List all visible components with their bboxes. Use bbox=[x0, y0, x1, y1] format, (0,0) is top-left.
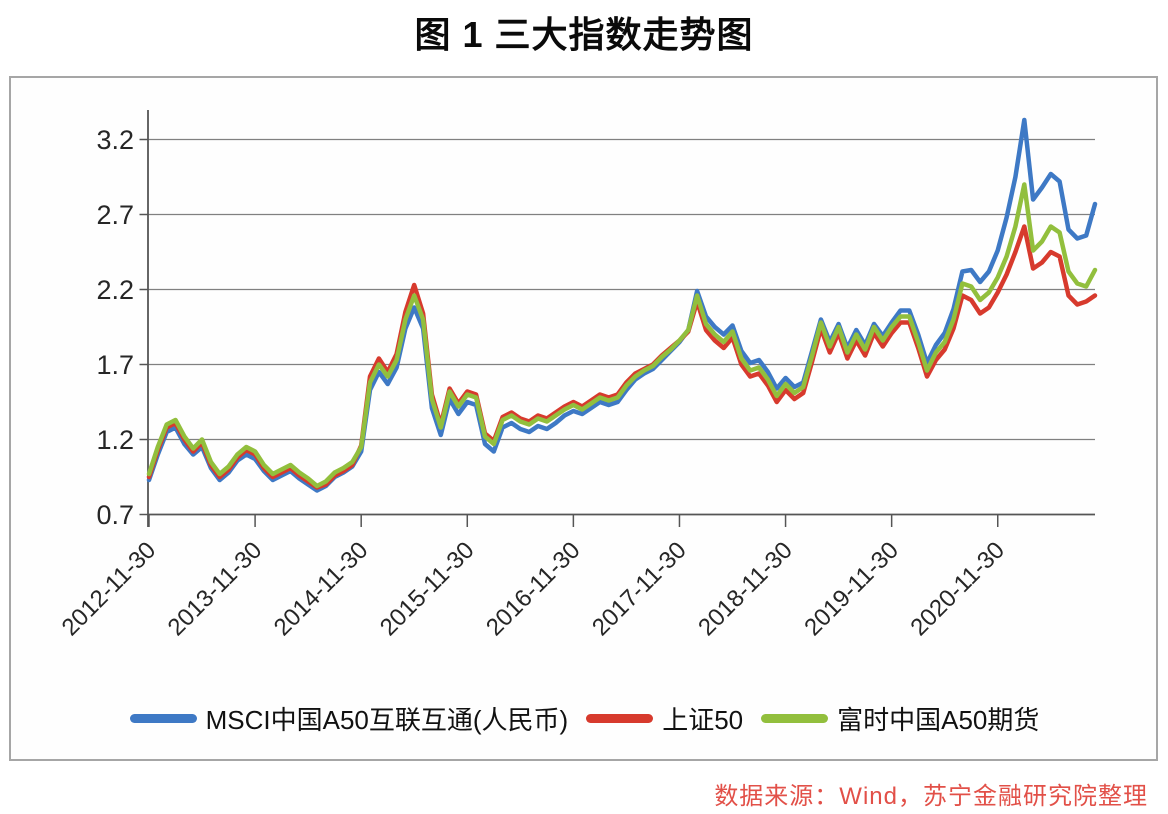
x-axis-tick-label: 2012-11-30 bbox=[57, 537, 162, 642]
legend-label: MSCI中国A50互联互通(人民币) bbox=[205, 705, 569, 735]
x-axis-tick-label: 2015-11-30 bbox=[375, 537, 480, 642]
series-line-0 bbox=[146, 117, 1098, 493]
x-axis-tick-label: 2013-11-30 bbox=[163, 537, 268, 642]
legend-item-2: 富时中国A50期货 bbox=[761, 700, 1039, 737]
y-axis-tick-label: 1.7 bbox=[96, 350, 134, 380]
legend-label: 上证50 bbox=[662, 705, 744, 735]
y-axis-tick-label: 1.2 bbox=[96, 425, 134, 455]
data-source-note: 数据来源：Wind，苏宁金融研究院整理 bbox=[714, 783, 1148, 810]
x-axis-tick-label: 2018-11-30 bbox=[693, 537, 798, 642]
x-axis-tick-label: 2017-11-30 bbox=[587, 537, 692, 642]
x-axis-tick-label: 2014-11-30 bbox=[269, 537, 374, 642]
legend-line-swatch bbox=[761, 714, 829, 723]
legend-line-swatch bbox=[586, 714, 654, 723]
legend-label: 富时中国A50期货 bbox=[837, 705, 1040, 735]
figure-border-box bbox=[9, 76, 1158, 761]
legend-item-1: 上证50 bbox=[586, 700, 743, 737]
y-axis-tick-label: 0.7 bbox=[96, 500, 134, 530]
series-line-2 bbox=[146, 182, 1098, 489]
y-axis-tick-label: 2.7 bbox=[96, 200, 134, 230]
y-axis-tick-label: 2.2 bbox=[96, 275, 134, 305]
x-axis-tick-label: 2016-11-30 bbox=[481, 537, 586, 642]
series-line-1 bbox=[146, 224, 1098, 490]
legend-item-0: MSCI中国A50互联互通(人民币) bbox=[129, 700, 569, 737]
chart-title: 图 1 三大指数走势图 bbox=[414, 14, 754, 55]
legend-line-swatch bbox=[129, 714, 197, 723]
y-axis-tick-label: 3.2 bbox=[96, 125, 134, 155]
x-axis-tick-label: 2019-11-30 bbox=[799, 537, 904, 642]
x-axis-tick-label: 2020-11-30 bbox=[905, 537, 1010, 642]
chart-legend: MSCI中国A50互联互通(人民币) 上证50 富时中国A50期货 bbox=[9, 700, 1160, 737]
